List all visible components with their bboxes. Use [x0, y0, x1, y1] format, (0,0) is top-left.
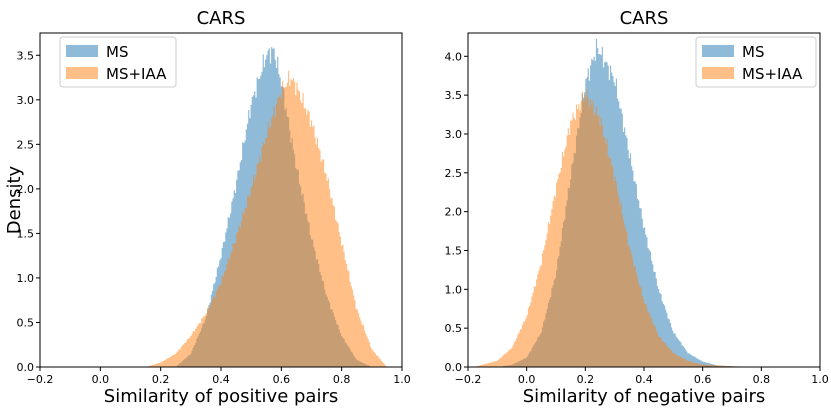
y-tick-label: 0.5	[17, 316, 35, 329]
y-tick-label: 3.0	[17, 94, 35, 107]
x-tick-label: 0.6	[273, 373, 291, 386]
y-tick-label: 0.5	[445, 322, 463, 335]
legend-swatch	[66, 67, 98, 79]
x-axis-label: Similarity of negative pairs	[523, 386, 766, 407]
panel-1: −0.2 0.0 0.2 0.4 0.6 0.8 1.00.00.51.01.52.02.5…	[4, 8, 411, 407]
y-axis-label: Density	[4, 165, 25, 234]
panel-2: −0.2 0.0 0.2 0.4 0.6 0.8 1.00.00.51.01.52.02.5…	[445, 8, 829, 407]
y-tick-label: 2.0	[17, 183, 35, 196]
legend-swatch	[702, 45, 734, 57]
y-tick-label: 1.5	[17, 227, 35, 240]
x-tick-label: 0.6	[694, 373, 712, 386]
x-tick-label: 0.8	[753, 373, 771, 386]
x-axis-label: Similarity of positive pairs	[104, 386, 338, 407]
y-tick-label: 3.0	[445, 128, 463, 141]
x-tick-label: 0.2	[152, 373, 170, 386]
histogram-bars	[473, 89, 762, 367]
x-tick-label: 1.0	[811, 373, 829, 386]
histogram-bars	[145, 70, 387, 368]
legend-label: MS	[742, 43, 764, 61]
legend-swatch	[702, 67, 734, 79]
legend-label: MS+IAA	[742, 65, 803, 83]
y-tick-label: 0.0	[17, 361, 35, 374]
x-tick-label: −0.2	[27, 373, 54, 386]
y-tick-label: 1.5	[445, 244, 463, 257]
x-tick-label: −0.2	[455, 373, 482, 386]
chart-title: CARS	[197, 8, 246, 29]
x-tick-label: 0.2	[577, 373, 595, 386]
x-tick-label: 0.0	[92, 373, 110, 386]
y-tick-label: 2.0	[445, 206, 463, 219]
y-tick-label: 3.5	[445, 89, 463, 102]
legend: MS MS+IAA	[59, 36, 177, 88]
x-tick-label: 0.0	[518, 373, 536, 386]
y-tick-label: 4.0	[445, 50, 463, 63]
legend-label: MS+IAA	[106, 65, 167, 83]
x-tick-label: 0.4	[212, 373, 230, 386]
chart-title: CARS	[620, 8, 669, 29]
x-tick-label: 1.0	[393, 373, 411, 386]
series-ms-iaa	[473, 89, 762, 367]
y-tick-label: 2.5	[445, 167, 463, 180]
legend-swatch	[66, 45, 98, 57]
series-ms-iaa	[145, 70, 387, 368]
x-tick-label: 0.8	[333, 373, 351, 386]
y-tick-label: 3.5	[17, 49, 35, 62]
y-tick-label: 1.0	[17, 272, 35, 285]
y-tick-label: 0.0	[445, 361, 463, 374]
legend: MS MS+IAA	[695, 36, 817, 88]
y-tick-label: 2.5	[17, 138, 35, 151]
x-tick-label: 0.4	[635, 373, 653, 386]
y-tick-label: 1.0	[445, 283, 463, 296]
legend-label: MS	[106, 43, 128, 61]
